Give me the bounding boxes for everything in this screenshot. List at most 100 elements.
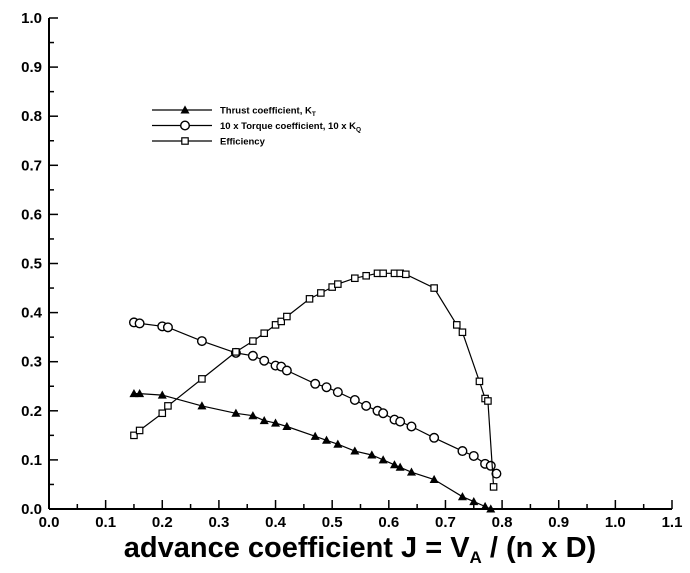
data-point-square: [198, 375, 206, 383]
axes: 0.0 0.1 0.2 0.3 0.4 0.5 0.6 0.7 0.8 0.9 1.0 1.1 0.0 0…: [21, 10, 682, 531]
x-tick-label: 0.9: [548, 514, 569, 531]
data-point-square: [305, 295, 314, 303]
data-point-circle: [134, 318, 145, 329]
data-point-circle: [429, 432, 440, 443]
data-point-circle: [321, 382, 332, 393]
data-point-triangle: [333, 439, 343, 448]
legend-label-subscript: Q: [356, 127, 361, 134]
legend-label-subscript: T: [312, 111, 316, 118]
data-point-square: [283, 312, 291, 321]
data-point-triangle: [469, 497, 479, 506]
data-point-circle: [406, 421, 417, 432]
y-tick-label: 0.7: [21, 157, 42, 174]
data-point-triangle: [367, 450, 377, 459]
y-tick-label: 0.5: [21, 256, 42, 273]
x-axis-label: advance coefficient J = VA / (n x D): [124, 532, 596, 567]
data-point-square: [158, 409, 167, 418]
legend-entry-circle: 10 x Torque coefficient, 10 x KQ: [152, 120, 361, 134]
data-point-circle: [395, 416, 406, 427]
data-point-square: [260, 329, 269, 338]
data-point-triangle: [231, 408, 241, 417]
data-point-circle: [281, 365, 292, 376]
data-point-square: [402, 270, 410, 279]
x-axis-label-subscript: A: [470, 548, 482, 567]
series-triangle: [129, 388, 496, 513]
legend-entry-triangle: Thrust coefficient, KT: [152, 105, 316, 119]
series-line-circle: [133, 321, 497, 474]
x-tick-label: 0.6: [378, 514, 399, 531]
legend-marker-square: [181, 137, 189, 145]
legend-entry-square: Efficiency: [152, 137, 266, 148]
x-tick-label: 0.3: [208, 514, 229, 531]
data-point-triangle: [282, 421, 292, 431]
data-point-circle: [162, 322, 173, 333]
x-tick-label: 1.0: [605, 514, 626, 531]
data-point-triangle: [480, 501, 490, 511]
chart-marks: [128, 269, 502, 513]
data-point-circle: [468, 450, 479, 461]
legend-label-main: 10 x Torque coefficient, 10 x K: [220, 121, 356, 132]
data-point-square: [277, 317, 286, 326]
data-point-square: [379, 269, 387, 278]
x-tick-label: 0.8: [492, 514, 513, 531]
data-point-circle: [485, 460, 496, 471]
data-point-triangle: [389, 460, 399, 469]
legend-label: Efficiency: [220, 137, 266, 148]
series-line-triangle: [134, 393, 492, 510]
data-point-circle: [349, 394, 360, 405]
data-point-triangle: [271, 418, 281, 427]
legend-label: 10 x Torque coefficient, 10 x KQ: [220, 121, 361, 134]
data-point-triangle: [135, 388, 145, 398]
data-point-triangle: [129, 388, 139, 398]
data-point-circle: [361, 400, 372, 411]
legend-label: Thrust coefficient, KT: [220, 106, 316, 119]
data-point-square: [135, 426, 144, 435]
x-tick-label: 0.5: [322, 514, 343, 531]
legend-label-main: Thrust coefficient, K: [220, 106, 312, 117]
data-point-circle: [247, 350, 258, 361]
data-point-circle: [457, 446, 468, 457]
data-point-triangle: [197, 401, 207, 410]
data-point-square: [452, 321, 461, 329]
data-point-circle: [332, 387, 343, 398]
x-tick-label: 0.7: [435, 514, 456, 531]
data-point-square: [475, 377, 484, 386]
y-tick-label: 0.8: [21, 108, 42, 125]
data-point-square: [334, 280, 342, 288]
data-point-triangle: [350, 446, 360, 455]
x-tick-label: 0.2: [152, 514, 173, 531]
data-point-square: [458, 328, 467, 337]
data-point-triangle: [310, 431, 320, 440]
data-point-triangle: [322, 435, 332, 444]
data-point-triangle: [248, 411, 258, 420]
series-circle: [128, 317, 502, 479]
legend: Thrust coefficient, KT 10 x Torque coeffi…: [152, 105, 361, 148]
data-point-circle: [310, 378, 321, 389]
y-tick-label: 0.0: [21, 501, 42, 518]
data-point-triangle: [378, 455, 388, 464]
data-point-square: [430, 284, 438, 292]
data-point-square: [362, 271, 370, 280]
y-tick-label: 0.6: [21, 206, 42, 223]
x-axis-label-main: advance coefficient J = V: [124, 532, 470, 564]
data-point-square: [317, 289, 325, 297]
data-point-triangle: [457, 492, 467, 501]
data-point-circle: [196, 336, 207, 347]
x-tick-label: 1.1: [662, 514, 683, 531]
legend-marker-triangle: [180, 105, 190, 114]
y-tick-label: 0.3: [21, 354, 42, 371]
y-tick-label: 0.4: [21, 305, 43, 322]
series-square: [130, 269, 498, 491]
y-tick-label: 0.9: [21, 59, 42, 76]
legend-marker-circle: [179, 120, 190, 131]
data-point-triangle: [259, 416, 269, 425]
data-point-square: [489, 483, 498, 491]
data-point-square: [232, 348, 240, 356]
y-tick-label: 1.0: [21, 10, 42, 27]
data-point-circle: [259, 355, 270, 366]
data-point-triangle: [486, 504, 496, 513]
data-point-square: [130, 431, 138, 440]
x-tick-label: 0.0: [39, 514, 60, 531]
x-axis-label-tail: / (n x D): [482, 532, 596, 564]
